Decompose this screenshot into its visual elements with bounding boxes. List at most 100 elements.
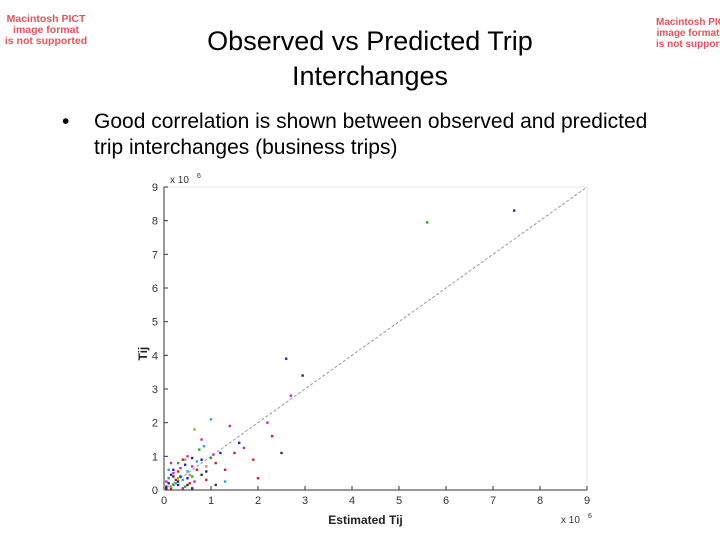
data-point [186,470,189,473]
data-point [242,446,246,450]
data-point [198,448,201,451]
data-point [512,209,516,212]
data-point [214,461,217,465]
data-point [270,434,274,438]
placeholder-line: is not supported [4,35,88,47]
data-point [223,468,227,471]
data-point [169,473,173,477]
data-point [186,483,189,487]
data-point [205,478,208,482]
y-tick-label: 9 [152,182,158,194]
data-point [205,465,208,468]
data-point [252,458,255,461]
data-point [223,480,227,483]
data-point [301,374,304,377]
data-point [169,487,173,490]
data-point [193,480,196,483]
data-point [167,468,170,471]
slide-title-line: Observed vs Predicted Trip [207,26,533,56]
x-tick-label: 6 [443,495,449,507]
x-tick-label: 4 [349,495,355,507]
y-tick-label: 0 [152,485,158,497]
data-point [181,487,184,490]
data-point [238,441,241,445]
data-point [174,482,177,485]
data-point [181,478,184,482]
data-point [172,475,175,478]
x-tick-label: 2 [255,495,261,507]
x-tick-label: 9 [584,495,590,507]
slide-title: Observed vs Predicted Trip Interchanges [120,24,620,94]
data-point [219,451,222,455]
y-axis-exponent: x 10 [170,175,189,186]
data-point [186,477,189,480]
placeholder-line: is not supported [656,39,720,50]
data-point [179,475,182,478]
data-point [176,483,180,487]
bullet-text: Good correlation is shown between observ… [94,110,648,159]
data-point [426,221,429,224]
placeholder-line: image format [13,24,79,36]
reference-line [163,186,588,491]
data-point [181,458,184,461]
data-point [172,471,175,475]
unsupported-image-placeholder-right: Macintosh PICT image format is not suppo… [656,17,720,50]
data-point [172,468,175,471]
data-point [202,445,206,448]
data-point [165,480,168,483]
x-tick-label: 7 [490,495,496,507]
data-point [191,456,194,460]
data-point [165,485,168,488]
data-point [205,470,208,473]
placeholder-line: image format [656,28,720,39]
data-point [172,483,175,487]
data-point [191,487,194,490]
x-tick-label: 5 [396,495,402,507]
data-point [200,438,203,441]
data-point [191,465,194,468]
y-tick-label: 6 [152,283,158,295]
data-point [209,456,213,460]
data-point [176,461,180,465]
placeholder-line: Macintosh PICT [656,17,720,28]
data-point [214,483,217,487]
x-tick-label: 8 [537,495,543,507]
x-axis-exponent-power: 6 [588,513,592,520]
data-point [183,463,187,466]
data-point [179,466,182,470]
data-point [212,453,215,456]
slide-title-line: Interchanges [291,61,449,91]
data-point [176,480,180,483]
data-point [167,482,170,485]
data-point [193,428,196,431]
x-tick-label: 1 [208,495,214,507]
y-tick-label: 8 [152,216,158,228]
data-point [285,357,288,360]
y-axis-exponent-power: 6 [197,173,201,180]
data-point [169,485,173,488]
data-point [169,461,173,465]
data-point [195,460,199,463]
data-point [165,487,168,490]
y-tick-label: 3 [152,384,158,396]
data-point [188,473,192,477]
data-point [183,458,187,461]
data-point [209,418,213,421]
x-axis-label: Estimated Tij [328,513,402,527]
x-tick-label: 0 [161,495,167,507]
y-tick-label: 7 [152,249,158,261]
y-tick-label: 5 [152,317,158,329]
data-point [176,477,180,480]
data-point [200,473,203,477]
y-tick-label: 4 [152,350,158,362]
y-tick-label: 1 [152,451,158,463]
data-point [195,468,199,471]
data-point [289,394,293,397]
data-point [176,470,180,473]
y-tick-label: 2 [152,418,158,430]
data-point [186,455,189,458]
plot-area: 0 1 2 3 4 5 6 7 8 9 0 1 2 3 4 5 6 7 8 9 x 10 6 x 10 6 Estimated … [136,173,592,527]
x-tick-label: 3 [302,495,308,507]
data-point [280,451,283,455]
data-point [228,424,231,428]
